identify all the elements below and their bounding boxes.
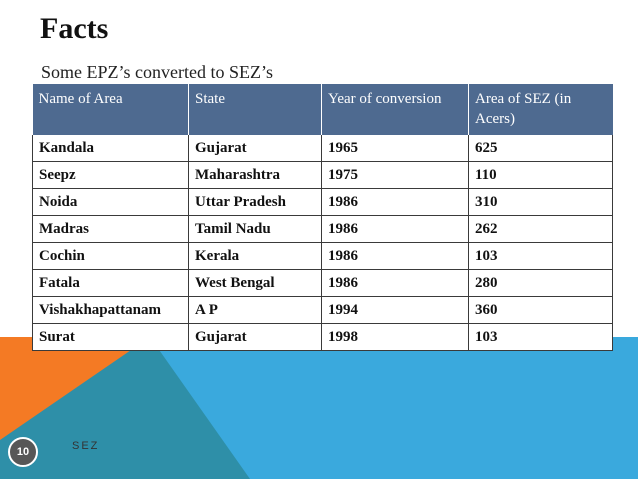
footer-label: SEZ xyxy=(72,440,100,452)
cell-state: West Bengal xyxy=(188,269,322,297)
cell-state: Maharashtra xyxy=(188,161,322,189)
slide-subtitle: Some EPZ’s converted to SEZ’s xyxy=(41,62,273,82)
table-header-row: Name of Area State Year of conversion Ar… xyxy=(32,84,613,135)
cell-state: Tamil Nadu xyxy=(188,215,322,243)
cell-year: 1986 xyxy=(321,242,469,270)
cell-acres: 280 xyxy=(468,269,613,297)
cell-area: Kandala xyxy=(32,135,189,162)
table-row: Seepz Maharashtra 1975 110 xyxy=(32,161,613,189)
cell-area: Surat xyxy=(32,323,189,351)
cell-area: Fatala xyxy=(32,269,189,297)
cell-acres: 262 xyxy=(468,215,613,243)
cell-area: Vishakhapattanam xyxy=(32,296,189,324)
cell-year: 1994 xyxy=(321,296,469,324)
cell-acres: 625 xyxy=(468,135,613,162)
cell-acres: 103 xyxy=(468,323,613,351)
cell-area: Cochin xyxy=(32,242,189,270)
cell-acres: 103 xyxy=(468,242,613,270)
header-state: State xyxy=(188,84,322,135)
cell-acres: 310 xyxy=(468,188,613,216)
cell-acres: 360 xyxy=(468,296,613,324)
cell-year: 1965 xyxy=(321,135,469,162)
cell-state: Gujarat xyxy=(188,135,322,162)
table-row: Cochin Kerala 1986 103 xyxy=(32,242,613,270)
cell-year: 1998 xyxy=(321,323,469,351)
page-number-badge: 10 xyxy=(8,437,38,467)
orange-triangle xyxy=(0,337,150,440)
cell-area: Noida xyxy=(32,188,189,216)
table-row: Madras Tamil Nadu 1986 262 xyxy=(32,215,613,243)
cell-state: Kerala xyxy=(188,242,322,270)
cell-year: 1986 xyxy=(321,188,469,216)
table-row: Surat Gujarat 1998 103 xyxy=(32,323,613,351)
slide-title: Facts xyxy=(40,12,109,45)
cell-area: Madras xyxy=(32,215,189,243)
cell-state: Uttar Pradesh xyxy=(188,188,322,216)
cell-acres: 110 xyxy=(468,161,613,189)
table-row: Kandala Gujarat 1965 625 xyxy=(32,135,613,162)
sez-facts-table: Name of Area State Year of conversion Ar… xyxy=(32,84,613,351)
header-name-of-area: Name of Area xyxy=(32,84,189,135)
header-year-of-conversion: Year of conversion xyxy=(321,84,469,135)
table-row: Vishakhapattanam A P 1994 360 xyxy=(32,296,613,324)
cell-year: 1986 xyxy=(321,215,469,243)
cell-state: A P xyxy=(188,296,322,324)
table-row: Noida Uttar Pradesh 1986 310 xyxy=(32,188,613,216)
cell-year: 1975 xyxy=(321,161,469,189)
table-row: Fatala West Bengal 1986 280 xyxy=(32,269,613,297)
cell-year: 1986 xyxy=(321,269,469,297)
cell-state: Gujarat xyxy=(188,323,322,351)
header-area-of-sez: Area of SEZ (in Acers) xyxy=(468,84,613,135)
cell-area: Seepz xyxy=(32,161,189,189)
